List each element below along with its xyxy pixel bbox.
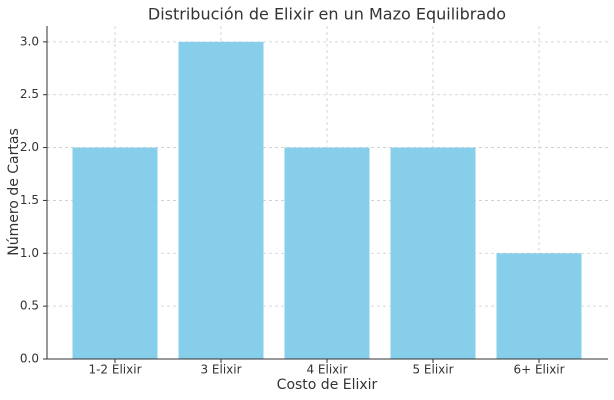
- x-tick-label: 5 Elixir: [412, 363, 453, 377]
- bar: [178, 41, 264, 359]
- x-tick-label: 6+ Elixir: [513, 363, 564, 377]
- bar: [284, 147, 370, 359]
- x-axis-label: Costo de Elixir: [277, 377, 378, 393]
- y-tick-label: 1.0: [20, 246, 39, 260]
- y-tick-label: 3.0: [20, 34, 39, 48]
- y-tick-label: 1.5: [20, 193, 39, 207]
- chart-title: Distribución de Elixir en un Mazo Equili…: [148, 5, 506, 24]
- x-tick-label: 1-2 Elixir: [88, 363, 141, 377]
- bar: [72, 147, 158, 359]
- y-tick-label: 0.5: [20, 299, 39, 313]
- x-tick-label: 4 Elixir: [306, 363, 347, 377]
- y-tick-label: 0.0: [20, 352, 39, 366]
- bar: [390, 147, 476, 359]
- bar: [496, 253, 582, 359]
- y-tick-label: 2.0: [20, 140, 39, 154]
- y-tick-label: 2.5: [20, 87, 39, 101]
- x-tick-label: 3 Elixir: [200, 363, 241, 377]
- y-axis-label: Número de Cartas: [6, 128, 22, 255]
